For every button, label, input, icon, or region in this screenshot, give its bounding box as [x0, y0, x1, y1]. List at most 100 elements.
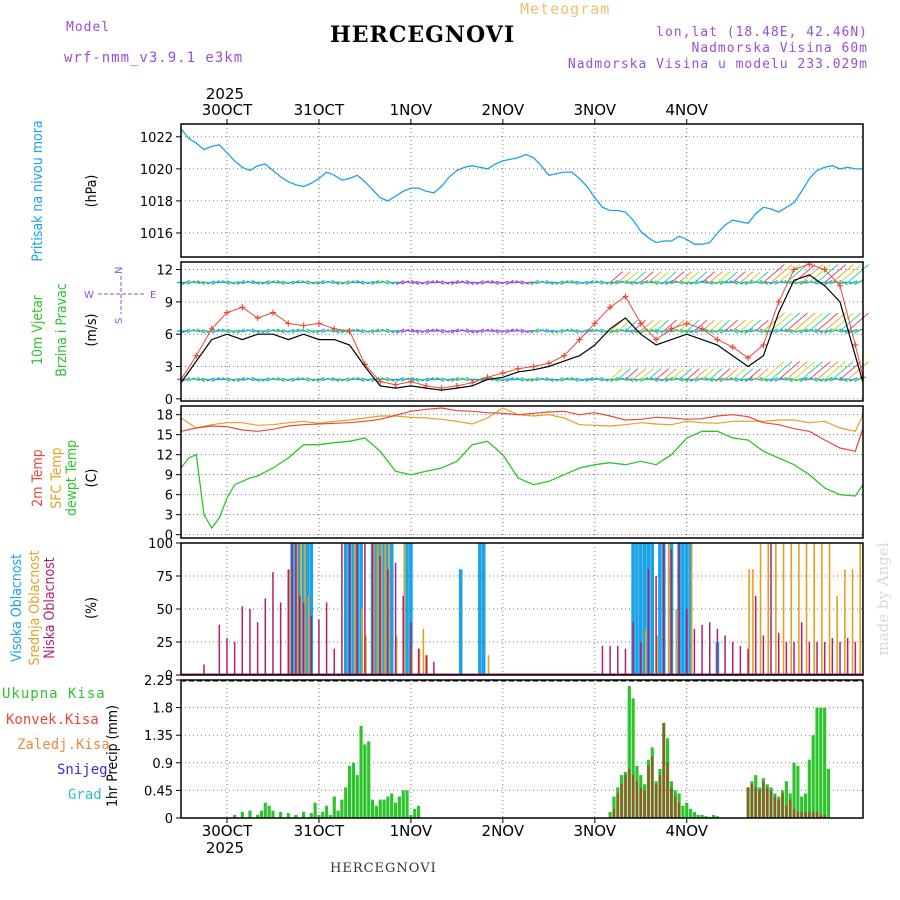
- wind-arrow-strong: [640, 319, 654, 332]
- day-label-top: 4NOV: [665, 101, 708, 119]
- wind-barb: [405, 280, 415, 284]
- wind-barb: [729, 280, 739, 285]
- wind-barb: [316, 376, 325, 383]
- cloud-low-bar: [724, 635, 726, 675]
- wind-barb: [585, 279, 594, 286]
- cloud-high-bar: [359, 543, 363, 675]
- wind-arrow-strong: [809, 264, 831, 283]
- gust-point: [699, 325, 706, 332]
- wind-barb: [824, 279, 833, 286]
- cloud-low-bar: [249, 609, 251, 675]
- precip-total-bar: [792, 762, 796, 818]
- gust-point: [469, 379, 476, 386]
- wind-barb: [256, 281, 265, 284]
- cloud-mid-bar: [828, 543, 831, 675]
- wind-barb: [311, 378, 320, 381]
- wind-barb: [326, 377, 335, 382]
- precip-total-bar: [823, 707, 827, 818]
- cloud-low-bar: [379, 556, 381, 675]
- cloud-low-bar: [299, 595, 301, 675]
- cloud-mid-bar: [380, 543, 383, 675]
- cloud-low-bar: [693, 628, 696, 675]
- wind-barb: [475, 328, 485, 334]
- legend-conv-rain: Konvek.Kisa: [6, 712, 99, 728]
- temp2m-line: [180, 407, 864, 453]
- wind-barb: [231, 281, 240, 284]
- precip-conv-bar: [651, 756, 654, 818]
- footer-station: HERCEGNOVI: [330, 861, 437, 876]
- precip-total-bar: [401, 790, 405, 818]
- gust-line: [180, 263, 864, 389]
- cloud-low-bar: [800, 622, 803, 675]
- precip-conv-bar: [823, 814, 826, 818]
- cloud-high-bar: [374, 543, 379, 675]
- wind-barb: [450, 279, 460, 286]
- cloud-high-bar: [481, 543, 486, 675]
- wind-arrow-strong: [778, 361, 801, 380]
- cloud-mid-bar: [395, 635, 398, 675]
- wind-barb: [356, 376, 365, 382]
- wind-barb: [530, 376, 539, 383]
- wind-barb: [445, 281, 455, 284]
- wind-barb: [734, 328, 744, 334]
- cloud-mid-bar: [690, 543, 693, 675]
- cloud-low-bar: [291, 543, 293, 675]
- precip-conv-bar: [812, 811, 815, 818]
- wind-arrow-strong: [824, 361, 847, 380]
- wind-barb: [649, 279, 659, 285]
- wind-barb: [714, 377, 724, 382]
- precip-total-bar: [796, 765, 800, 818]
- wind-barb: [585, 376, 594, 383]
- wind-barb: [560, 280, 569, 285]
- station-title: HERCEGNOVI: [330, 22, 516, 48]
- wind-arrow-strong: [747, 271, 761, 283]
- precip-conv-bar: [620, 784, 623, 818]
- wind-barb: [595, 280, 604, 285]
- wind-barb: [849, 280, 858, 285]
- precip-total-bar: [240, 811, 244, 818]
- wind-barb: [196, 279, 206, 286]
- cloud-mid-bar: [288, 569, 291, 675]
- wind-barb: [570, 279, 579, 286]
- wind-arrow-strong: [839, 264, 862, 283]
- precip-conv-bar: [804, 811, 807, 818]
- day-label-top: 30OCT: [202, 101, 253, 119]
- wind-barb: [799, 328, 808, 334]
- wind-barb: [540, 329, 549, 333]
- wind-arrow-strong: [839, 312, 862, 332]
- cloud-low-bar: [203, 664, 205, 675]
- cloud-mid-bar: [821, 543, 823, 675]
- precip-total-bar: [347, 765, 352, 818]
- wind-barb: [435, 280, 445, 285]
- precip-total-bar: [256, 814, 260, 818]
- gust-point: [239, 304, 246, 311]
- cloud-low-bar: [318, 619, 320, 675]
- precip-conv-bar: [766, 787, 769, 818]
- ytick-label-wind: 3: [165, 361, 173, 376]
- wind-barb: [366, 280, 375, 285]
- ytick-label-precipitation: 1.8: [152, 702, 173, 717]
- cloud-low-bar: [387, 569, 389, 675]
- compass-e: E: [150, 290, 156, 301]
- wind-arrow-strong: [778, 264, 801, 283]
- wind-barb: [505, 279, 515, 286]
- ytick-label-pressure: 1016: [140, 227, 173, 242]
- cloud-mid-bar: [299, 543, 302, 675]
- cloud-mid-bar: [836, 595, 838, 675]
- wind-arrow-strong: [694, 271, 708, 283]
- precip-total-bar: [248, 810, 252, 818]
- wind-barb: [251, 328, 261, 334]
- wind-arrow-strong: [671, 271, 685, 283]
- wind-arrow-strong: [793, 312, 816, 332]
- cloud-mid-bar: [403, 543, 406, 675]
- precip-total-bar: [696, 814, 700, 818]
- cloud-high-bar: [681, 543, 685, 675]
- gust-point: [254, 315, 261, 322]
- cloud-mid-bar: [487, 655, 490, 675]
- wind-arrow-strong: [816, 361, 839, 380]
- wind-arrow-strong: [625, 368, 639, 380]
- legend-frozen-rain: Zaledj.Kisa: [17, 737, 110, 753]
- precip-total-bar: [784, 781, 788, 818]
- cloud-low-bar: [617, 645, 619, 675]
- cloud-mid-bar: [752, 569, 754, 675]
